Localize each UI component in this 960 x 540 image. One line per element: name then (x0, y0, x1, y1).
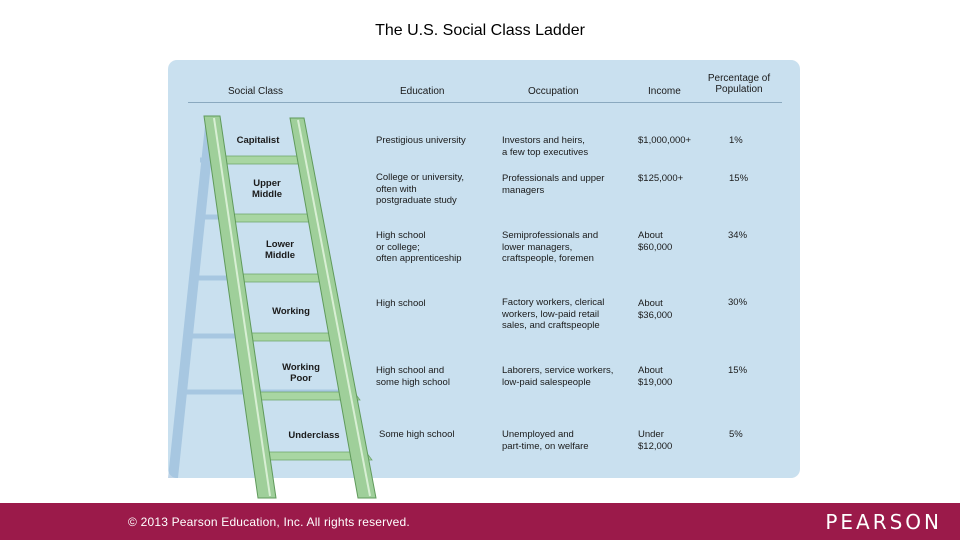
income-cell: About $60,000 (638, 230, 672, 253)
class-label-line1: Working (272, 306, 310, 317)
class-label-line2: Middle (264, 250, 296, 261)
income-cell: About $36,000 (638, 298, 672, 321)
income-line: About (638, 298, 663, 309)
header-education: Education (400, 86, 445, 97)
class-label-working: Working (262, 306, 320, 317)
income-line: $1,000,000+ (638, 135, 692, 146)
occupation-cell: Semiprofessionals and lower managers, cr… (502, 230, 598, 265)
class-label-line1: Upper (253, 178, 281, 189)
occupation-line: Unemployed and (502, 429, 574, 440)
education-line: often apprenticeship (376, 253, 462, 264)
percentage-cell: 34% (728, 230, 748, 241)
education-line: College or university, (376, 172, 465, 183)
occupation-line: part-time, on welfare (502, 440, 589, 452)
class-label-line1: Underclass (288, 430, 340, 441)
occupation-line: Semiprofessionals and (502, 230, 599, 241)
income-cell: $125,000+ (638, 173, 683, 185)
percentage-cell: 1% (729, 135, 743, 146)
education-line: some high school (376, 376, 450, 388)
income-line: About (638, 230, 663, 241)
income-cell: About $19,000 (638, 365, 672, 388)
occupation-cell: Professionals and upper managers (502, 173, 604, 196)
percentage-cell: 5% (729, 429, 743, 440)
income-line: About (638, 365, 663, 376)
occupation-cell: Factory workers, clerical workers, low-p… (502, 297, 604, 332)
education-cell: Some high school (379, 429, 455, 441)
education-line: Prestigious university (376, 135, 466, 146)
education-line: often with (376, 183, 417, 195)
percentage-cell: 15% (728, 365, 748, 376)
occupation-cell: Investors and heirs, a few top executive… (502, 135, 588, 158)
class-label-lower-middle: Lower Middle (248, 239, 312, 261)
class-label-line2: Poor (290, 373, 312, 384)
education-cell: Prestigious university (376, 135, 466, 147)
occupation-line: managers (502, 184, 545, 196)
education-line: High school and (376, 365, 445, 376)
occupation-line: Factory workers, clerical (502, 297, 605, 308)
header-income: Income (648, 86, 681, 97)
footer-bar: © 2013 Pearson Education, Inc. All right… (0, 503, 960, 540)
class-label-underclass: Underclass (282, 430, 346, 441)
slide-title: The U.S. Social Class Ladder (375, 22, 585, 39)
class-label-line1: Capitalist (236, 135, 280, 146)
income-line: $60,000 (638, 241, 673, 253)
percentage-cell: 30% (728, 297, 748, 308)
class-label-capitalist: Capitalist (226, 135, 290, 146)
class-label-working-poor: Working Poor (270, 362, 332, 384)
income-cell: $1,000,000+ (638, 135, 691, 147)
occupation-line: lower managers, (502, 241, 573, 253)
occupation-line: workers, low-paid retail (502, 308, 600, 320)
class-label-upper-middle: Upper Middle (236, 178, 298, 200)
occupation-line: a few top executives (502, 146, 589, 158)
percentage-cell: 15% (729, 173, 749, 184)
occupation-line: Investors and heirs, (502, 135, 585, 146)
class-label-line1: Working (282, 362, 320, 373)
header-percentage-line2: Population (715, 84, 763, 95)
education-cell: College or university, often with postgr… (376, 172, 464, 207)
copyright-text: © 2013 Pearson Education, Inc. All right… (128, 515, 410, 529)
occupation-line: sales, and craftspeople (502, 320, 600, 331)
class-label-line2: Middle (251, 189, 283, 200)
header-percentage: Percentage of Population (700, 73, 778, 95)
education-line: Some high school (379, 429, 455, 440)
income-line: $36,000 (638, 309, 673, 321)
occupation-line: Laborers, service workers, (502, 365, 614, 376)
income-line: Under (638, 429, 664, 440)
occupation-cell: Laborers, service workers, low-paid sale… (502, 365, 613, 388)
education-line: High school (376, 230, 426, 241)
education-line: or college; (376, 241, 420, 253)
income-line: $19,000 (638, 376, 673, 388)
occupation-line: low-paid salespeople (502, 376, 591, 388)
income-line: $125,000+ (638, 173, 684, 184)
class-label-line1: Lower (266, 239, 294, 250)
occupation-line: Professionals and upper (502, 173, 605, 184)
education-cell: High school and some high school (376, 365, 450, 388)
occupation-cell: Unemployed and part-time, on welfare (502, 429, 589, 452)
income-line: $12,000 (638, 440, 673, 452)
education-cell: High school or college; often apprentice… (376, 230, 462, 265)
occupation-line: craftspeople, foremen (502, 253, 594, 264)
table-panel (168, 60, 800, 478)
education-cell: High school (376, 298, 426, 310)
education-line: postgraduate study (376, 195, 457, 206)
education-line: High school (376, 298, 426, 309)
pearson-logo: PEARSON (825, 510, 942, 534)
header-divider (188, 102, 782, 103)
header-percentage-line1: Percentage of (707, 73, 771, 84)
header-social-class: Social Class (228, 86, 284, 97)
income-cell: Under $12,000 (638, 429, 672, 452)
header-occupation: Occupation (528, 86, 579, 97)
